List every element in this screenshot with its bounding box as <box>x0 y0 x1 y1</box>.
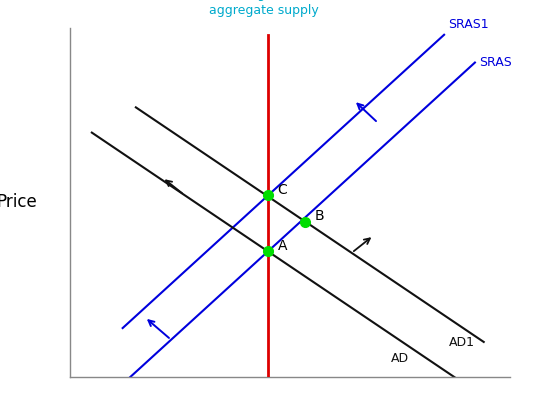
Text: B: B <box>315 209 325 223</box>
Text: SRAS: SRAS <box>480 56 512 69</box>
Text: Price: Price <box>0 193 38 212</box>
Text: A: A <box>278 239 287 252</box>
Text: C: C <box>278 183 287 197</box>
Text: AD1: AD1 <box>448 336 475 349</box>
Text: SRAS1: SRAS1 <box>448 18 489 31</box>
Text: Long-run
aggregate supply: Long-run aggregate supply <box>209 0 318 17</box>
Text: AD: AD <box>391 352 409 365</box>
